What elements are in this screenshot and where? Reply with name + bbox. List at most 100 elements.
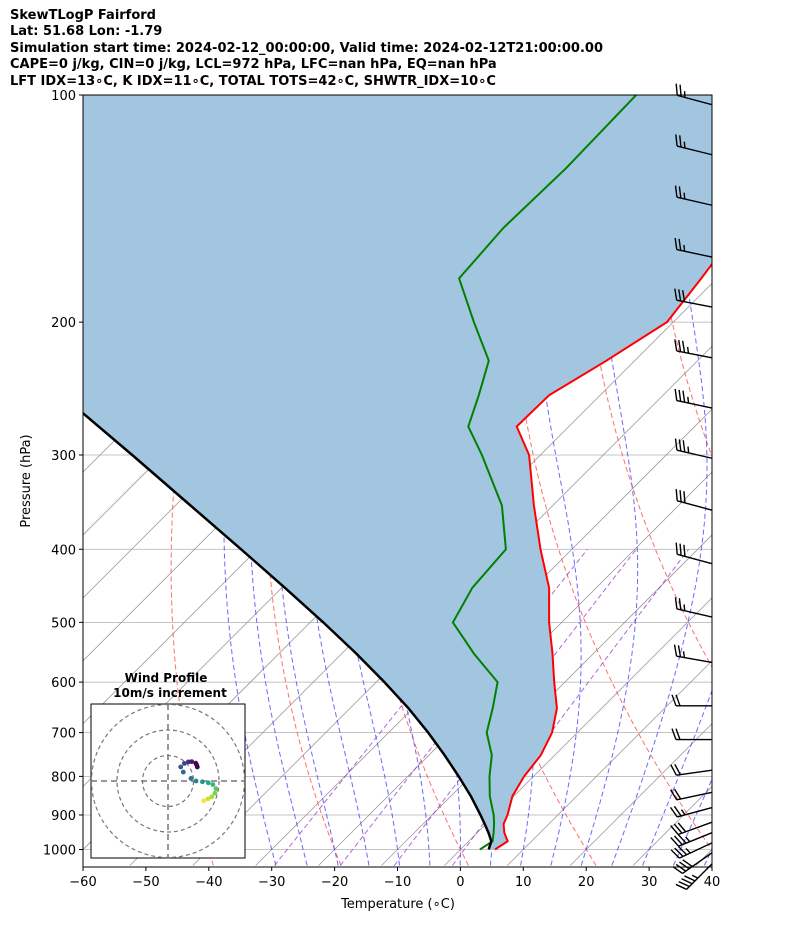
y-tick-label: 200 [51,316,76,331]
dry-adiabat [579,95,712,668]
wind-barb-flag [682,390,686,403]
wind-barb-flag [682,440,686,453]
moist-adiabat [703,848,712,866]
wind-barb-flag [677,822,687,833]
wind-barb-flag [675,863,687,872]
wind-barb [675,134,713,156]
wind-barb-staff [679,842,713,859]
isotherm-line [507,660,712,866]
parcel-line [83,411,493,850]
wind-barb-flag [671,694,677,707]
indices-text: LFT IDX=13∘C, K IDX=11∘C, TOTAL TOTS=42∘… [10,73,496,89]
wind-barb-staff [677,553,713,565]
wind-barb-flag [675,728,681,740]
wind-barb-flag [681,290,686,302]
wind-barb-flag [679,861,690,870]
wind-barb-half-flag [691,874,699,879]
wind-barb [671,728,712,741]
hodograph-point [209,794,215,800]
wind-barb [670,832,713,847]
wind-barb-flag [671,728,677,740]
wind-barb [674,388,713,409]
wind-barb [675,83,713,106]
wind-barb-flag [673,835,683,846]
hodograph-point [180,769,186,775]
wind-barb-staff [676,350,713,359]
x-tick-label: −30 [258,875,285,890]
wind-barb-staff [677,500,713,511]
wind-barb-flag [678,880,690,888]
wind-barb [670,763,713,776]
wind-barb [672,852,713,874]
hodograph-point [178,764,184,770]
wind-barb-flag [678,340,682,352]
isotherm-line [255,408,712,866]
hodograph-point [210,782,216,787]
wind-barb-staff [676,399,713,409]
wind-barb-flag [683,544,686,557]
hodograph-point [205,796,211,802]
location-text: Lat: 51.68 Lon: -1.79 [10,24,163,40]
hodograph-point [181,761,187,766]
wind-barb-staff [676,299,713,308]
wind-barb [669,788,713,801]
wind-barb-flag [670,837,680,847]
wind-barb-flag [675,694,681,707]
x-tick-label: −40 [195,875,222,890]
wind-barb-staff [676,655,713,664]
wind-barb-flag [678,598,682,610]
wind-barb [674,288,713,308]
wind-barb-staff [676,145,713,156]
hodograph-point [193,778,199,784]
wind-barb-staff [676,791,713,801]
dry-adiabat [713,95,794,866]
wind-barb-flag [674,438,678,451]
wind-barb-flag [677,834,687,844]
wind-barb-flag [678,186,682,199]
wind-barb-half-flag [687,446,690,453]
wind-barb-flag [670,825,679,835]
dewpoint-line [451,95,637,851]
x-axis-label: Temperature (∘C) [340,897,455,912]
y-tick-label: 1000 [43,844,76,859]
dry-adiabat [778,95,794,866]
x-tick-label: −20 [321,875,348,890]
wind-barb-staff [676,196,713,206]
hodograph-point [189,759,195,765]
wind-barb-flag [678,389,682,402]
sounding-profiles [83,95,712,851]
hodograph-point [194,764,200,770]
wind-barb-half-flag [683,192,686,200]
y-tick-label: 500 [51,616,76,631]
hodograph-point [205,780,211,786]
isotherm-line [569,723,712,866]
x-tick-label: −10 [384,875,411,890]
wind-barb-flag [678,238,682,251]
wind-barb-flag [674,388,678,401]
wind-barb-flag [679,543,682,556]
wind-barb-flag [678,289,682,302]
wind-barb-flag [675,542,678,555]
wind-barb-flag [674,597,678,610]
wind-barb [674,185,713,206]
wind-barb-staff [676,248,713,258]
wind-barb [673,644,713,664]
wind-barb-staff [676,769,713,776]
wind-barb-flag [673,644,678,657]
x-tick-label: −60 [69,875,96,890]
inset-contents [90,703,246,859]
wind-barb-staff [678,832,713,847]
wind-barb-flag [675,134,678,147]
x-tick-label: 0 [456,875,464,890]
wind-barb [671,694,712,707]
wind-barb-flag [673,788,682,800]
wind-barb-half-flag [685,836,691,843]
wind-barb-half-flag [685,847,691,854]
wind-barb-half-flag [687,396,690,404]
wind-barb-flag [673,805,682,817]
wind-barb-half-flag [682,651,686,658]
wind-barb-flag [672,866,683,874]
wind-barb [669,805,713,818]
chart-header: SkewTLogP Fairford Lat: 51.68 Lon: -1.79… [10,8,603,90]
